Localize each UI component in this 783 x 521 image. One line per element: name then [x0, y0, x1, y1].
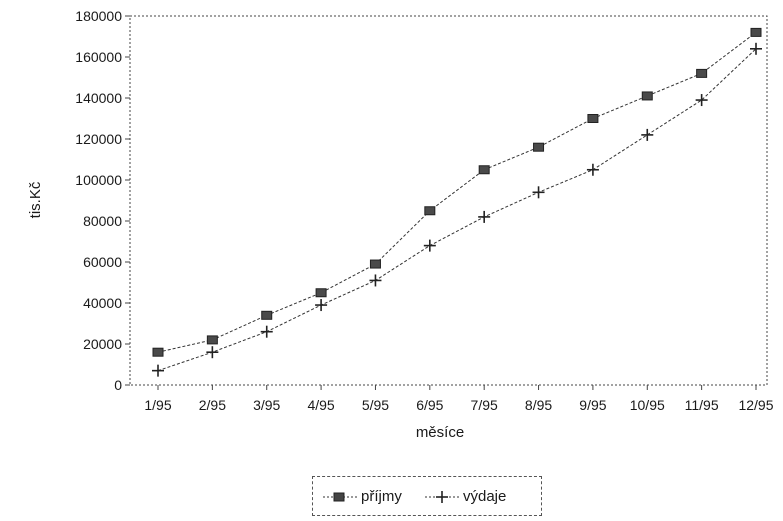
- legend-plus-marker: [425, 491, 459, 503]
- y-tick-label: 160000: [75, 49, 122, 65]
- x-tick-label: 10/95: [630, 397, 665, 413]
- data-point-plus: [750, 42, 762, 55]
- legend-square-marker: [323, 492, 357, 502]
- legend: příjmy výdaje: [312, 476, 542, 516]
- data-point-square: [587, 114, 599, 123]
- data-point-square: [750, 27, 762, 37]
- legend-label: příjmy: [361, 488, 402, 505]
- data-point-plus: [586, 163, 599, 176]
- data-point-plus: [641, 128, 654, 141]
- data-point-square: [315, 288, 327, 298]
- x-tick-label: 11/95: [685, 397, 719, 413]
- data-point-square: [424, 206, 436, 216]
- y-tick-label: 20000: [83, 336, 122, 352]
- x-tick-label: 12/95: [738, 397, 773, 413]
- y-tick-label: 140000: [75, 90, 122, 106]
- data-point-plus: [152, 364, 164, 377]
- data-point-plus: [532, 186, 545, 199]
- y-tick-label: 100000: [75, 172, 122, 188]
- data-point-plus: [315, 299, 328, 312]
- y-tick-label: 0: [114, 377, 122, 393]
- y-tick-label: 60000: [83, 254, 122, 270]
- data-point-plus: [206, 346, 219, 359]
- series-line-1: [157, 48, 757, 372]
- x-tick-label: 3/95: [253, 397, 280, 413]
- x-axis-title: měsíce: [416, 424, 464, 441]
- data-point-plus: [369, 274, 382, 287]
- data-point-plus: [478, 210, 491, 223]
- y-tick-label: 40000: [83, 295, 122, 311]
- x-tick-label: 9/95: [579, 397, 606, 413]
- x-tick-label: 7/95: [471, 397, 498, 413]
- data-point-square: [261, 310, 273, 320]
- y-tick-label: 180000: [75, 8, 122, 24]
- x-tick-label: 6/95: [416, 397, 443, 413]
- x-tick-label: 4/95: [307, 397, 334, 413]
- data-point-square: [533, 142, 545, 152]
- x-tick-label: 2/95: [199, 397, 226, 413]
- data-point-square: [206, 335, 218, 345]
- data-point-square: [369, 259, 381, 269]
- y-tick-label: 80000: [83, 213, 122, 229]
- data-point-square: [478, 165, 490, 175]
- data-point-square: [152, 347, 164, 357]
- x-tick-label: 1/95: [144, 397, 171, 413]
- series-line-0: [157, 32, 757, 353]
- x-tick-label: 5/95: [362, 397, 389, 413]
- data-point-square: [641, 91, 653, 101]
- legend-label: výdaje: [463, 488, 507, 505]
- x-tick-label: 8/95: [525, 397, 552, 413]
- y-tick-label: 120000: [75, 131, 122, 147]
- plot-frame: [129, 15, 768, 386]
- data-point-plus: [695, 94, 708, 107]
- data-point-square: [696, 68, 708, 78]
- y-axis-title: tis.Kč: [27, 181, 44, 218]
- data-point-plus: [260, 325, 273, 338]
- data-point-plus: [423, 239, 436, 252]
